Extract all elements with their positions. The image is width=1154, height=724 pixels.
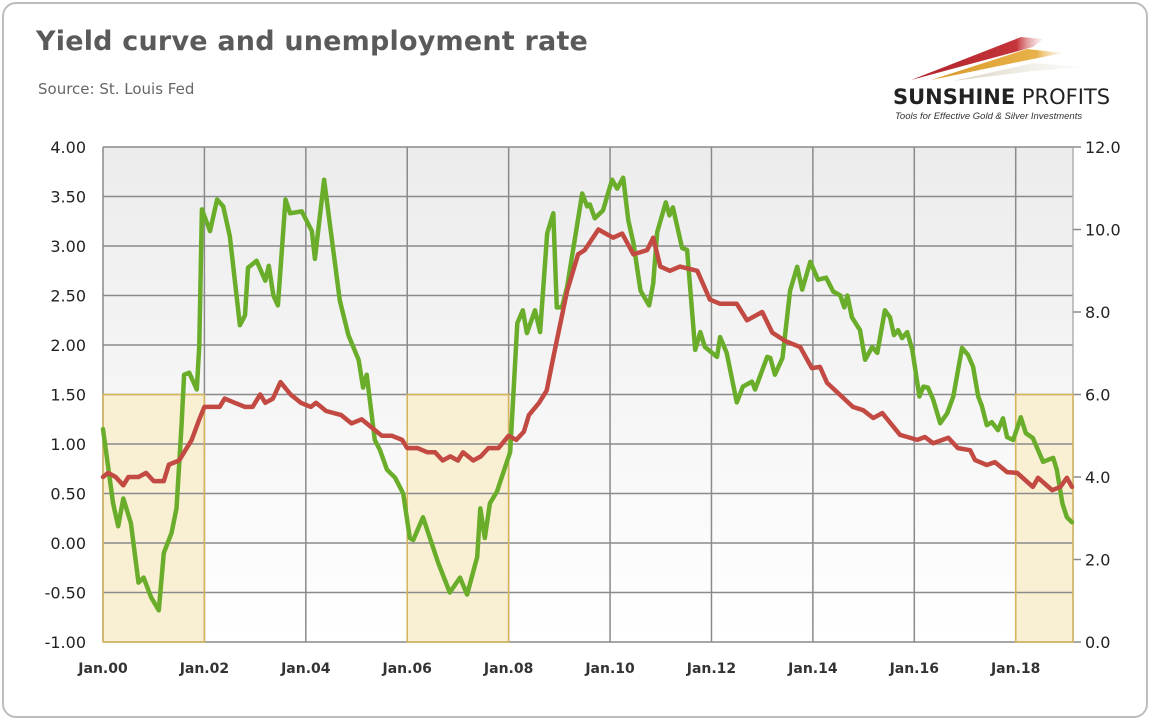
left-axis-tick-label: -0.50 [45,584,86,603]
right-axis-tick-label: 0.0 [1085,633,1110,652]
right-axis-tick-label: 6.0 [1085,386,1110,405]
logo-name: SUNSHINE PROFITS [893,85,1110,109]
chart-title: Yield curve and unemployment rate [36,26,589,57]
logo-name-bold: SUNSHINE [893,85,1016,109]
right-axis-tick-label: 10.0 [1085,221,1121,240]
left-axis-tick-label: -1.00 [45,633,86,652]
x-axis-tick-label: Jan.08 [483,661,533,677]
x-axis-tick-label: Jan.00 [77,661,128,677]
right-axis-tick-label: 8.0 [1085,303,1110,322]
shaded-period [1015,394,1073,642]
logo-tagline: Tools for Effective Gold & Silver Invest… [895,111,1083,122]
x-axis-tick-label: Jan.16 [889,661,939,677]
x-axis-tick-label: Jan.02 [179,661,229,677]
left-axis-tick-label: 4.00 [50,138,86,157]
left-axis-tick-label: 0.00 [50,534,86,553]
x-axis-tick-label: Jan.04 [280,661,331,677]
left-axis-tick-label: 2.00 [50,336,86,355]
left-axis-tick-label: 3.50 [50,188,86,207]
left-axis-tick-label: 1.00 [50,435,86,454]
left-axis-tick-label: 1.50 [50,386,86,405]
x-axis-tick-label: Jan.18 [990,661,1040,677]
left-axis-tick-label: 3.00 [50,237,86,256]
right-axis-tick-label: 4.0 [1085,468,1110,487]
left-axis-tick-label: 0.50 [50,485,86,504]
chart-source: Source: St. Louis Fed [38,80,195,98]
logo-stripes-icon [911,37,1083,81]
sunshine-profits-logo: SUNSHINE PROFITS Tools for Effective Gol… [893,25,1133,125]
x-axis-tick-label: Jan.14 [787,661,838,677]
right-axis-tick-label: 2.0 [1085,551,1110,570]
unemployment-rate-line [100,227,1075,493]
left-axis-tick-label: 2.50 [50,287,86,306]
x-axis-tick-label: Jan.12 [686,661,736,677]
shaded-period-border [102,393,206,643]
x-axis-tick-label: Jan.10 [584,661,635,677]
right-axis-tick-label: 12.0 [1085,138,1121,157]
x-axis-tick-label: Jan.06 [382,661,432,677]
shaded-period-border [1014,393,1074,643]
logo-name-light: PROFITS [1021,85,1111,109]
